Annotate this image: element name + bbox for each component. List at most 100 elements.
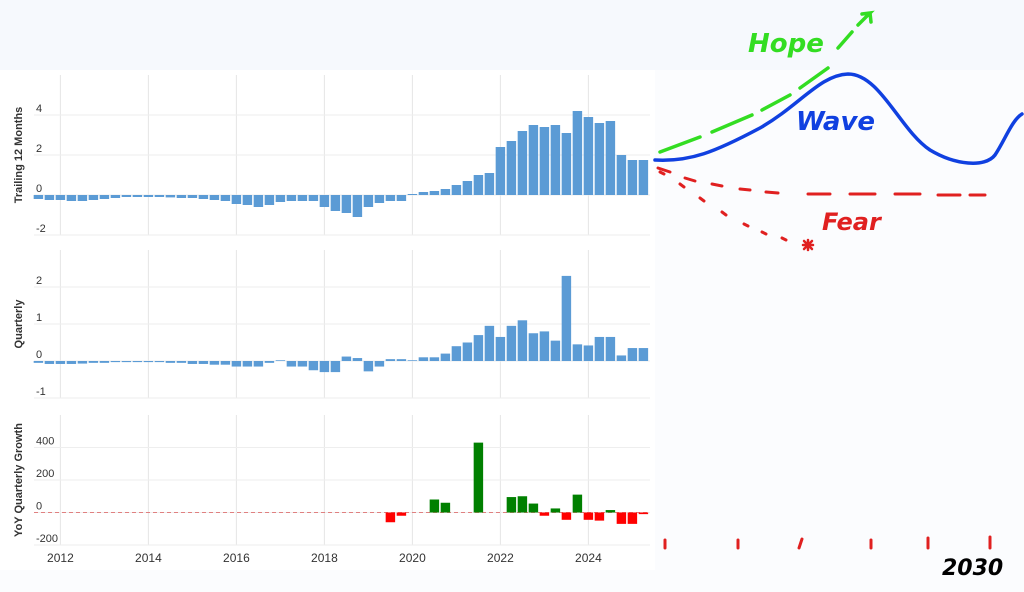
bar xyxy=(319,195,330,207)
bar xyxy=(396,195,407,201)
x-tick-label: 2016 xyxy=(223,551,250,565)
bar xyxy=(341,356,352,361)
bar xyxy=(594,336,605,361)
bar xyxy=(154,195,165,197)
bar xyxy=(451,346,462,361)
bar xyxy=(539,127,550,195)
bar xyxy=(330,195,341,211)
bar xyxy=(110,361,121,363)
year-ticks xyxy=(663,535,992,550)
bar xyxy=(539,512,550,516)
bar xyxy=(396,359,407,361)
x-tick-label: 2018 xyxy=(311,551,338,565)
x-tick-label: 2012 xyxy=(47,551,74,565)
bar xyxy=(374,361,385,367)
bar xyxy=(385,359,396,361)
bar xyxy=(220,195,231,201)
bar xyxy=(319,361,330,373)
bar xyxy=(638,348,649,361)
bar xyxy=(407,194,418,195)
bar xyxy=(385,512,396,523)
bar xyxy=(616,355,627,361)
bar xyxy=(638,160,649,195)
bar xyxy=(418,357,429,361)
bar xyxy=(506,497,517,513)
bar xyxy=(561,512,572,520)
bar xyxy=(253,361,264,367)
bar xyxy=(198,195,209,199)
bar xyxy=(308,195,319,201)
bar xyxy=(495,147,506,195)
bar xyxy=(572,494,583,513)
y-tick-label: 400 xyxy=(36,436,54,448)
bar xyxy=(99,195,110,199)
fear-star xyxy=(801,238,815,252)
bar xyxy=(352,358,363,361)
bar xyxy=(561,133,572,195)
bar xyxy=(440,189,451,195)
bar xyxy=(418,192,429,195)
bar xyxy=(352,195,363,217)
bar xyxy=(462,342,473,361)
fear-dots xyxy=(658,170,788,242)
bar xyxy=(143,195,154,197)
y-tick-label: -200 xyxy=(36,533,58,545)
bar xyxy=(451,185,462,195)
bar xyxy=(33,361,44,363)
bar xyxy=(55,195,66,200)
bar xyxy=(385,195,396,201)
bar xyxy=(528,125,539,195)
bar xyxy=(616,512,627,524)
annotations xyxy=(653,10,1024,550)
bar xyxy=(242,195,253,205)
bar xyxy=(594,512,605,521)
bar xyxy=(99,361,110,363)
bar xyxy=(627,512,638,524)
year-label: 2030 xyxy=(942,556,1003,581)
fear-line xyxy=(656,166,987,197)
bar xyxy=(231,361,242,367)
bar xyxy=(429,357,440,361)
x-tick-label: 2024 xyxy=(575,551,602,565)
bar xyxy=(110,195,121,198)
bar xyxy=(66,361,77,364)
y-tick-label: 4 xyxy=(36,103,42,115)
y-tick-label: 0 xyxy=(36,501,42,513)
bar xyxy=(209,195,220,200)
bar xyxy=(462,181,473,195)
bar xyxy=(517,496,528,513)
fear-label: Fear xyxy=(822,208,883,236)
bar xyxy=(154,361,165,363)
bar xyxy=(44,361,55,364)
bar xyxy=(528,503,539,513)
bar xyxy=(297,361,308,367)
bar xyxy=(330,361,341,373)
bar xyxy=(638,512,649,515)
bar xyxy=(341,195,352,213)
bar xyxy=(165,195,176,198)
bar xyxy=(88,361,99,363)
bar xyxy=(187,195,198,198)
bar xyxy=(187,361,198,364)
bar xyxy=(264,361,275,363)
bar xyxy=(55,361,66,364)
bar xyxy=(88,195,99,200)
bar xyxy=(539,331,550,361)
y-axis-label: YoY Quarterly Growth xyxy=(13,423,25,537)
bar xyxy=(143,361,154,363)
y-tick-label: -1 xyxy=(36,386,46,398)
bar xyxy=(517,131,528,195)
bar xyxy=(440,502,451,513)
bar xyxy=(132,361,143,363)
y-tick-label: 0 xyxy=(36,183,42,195)
y-tick-label: 2 xyxy=(36,143,42,155)
wave-curve xyxy=(653,72,1024,165)
bar xyxy=(77,361,88,364)
bar xyxy=(572,344,583,361)
bar xyxy=(528,333,539,361)
bar xyxy=(66,195,77,201)
bar xyxy=(396,512,407,516)
bar xyxy=(583,512,594,520)
bar xyxy=(517,320,528,361)
